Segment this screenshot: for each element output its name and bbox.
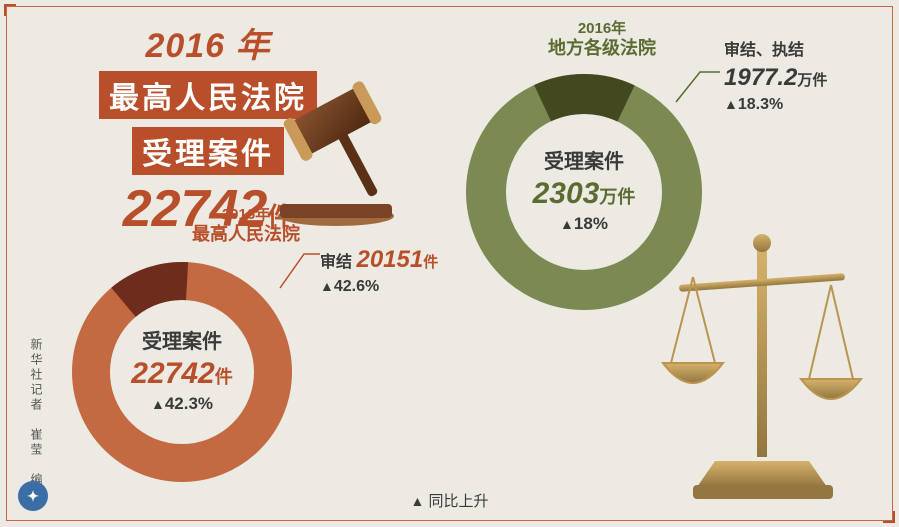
right-center-number: 2303万件 (533, 175, 636, 213)
scales-icon (645, 223, 885, 513)
right-center-label: 受理案件 (533, 150, 636, 175)
legend-arrow: ▲ (410, 493, 424, 509)
right-callout-number: 1977.2万件 (724, 62, 827, 94)
left-donut-title: 2016年 最高人民法院 (192, 206, 300, 246)
credit-text: 新华社记者 崔莹 编制 (28, 338, 45, 503)
left-donut-title-year: 2016年 (192, 206, 300, 224)
left-donut-center: 受理案件 22742件 ▲42.3% (131, 330, 232, 414)
left-center-label: 受理案件 (131, 330, 232, 355)
corner-top-left-v (4, 4, 6, 16)
right-callout-label: 审结、执结 (724, 40, 827, 62)
right-donut-title-year: 2016年 (548, 20, 656, 38)
right-callout-line (676, 72, 736, 112)
left-donut: 受理案件 22742件 ▲42.3% (72, 262, 292, 482)
left-center-number: 22742件 (131, 355, 232, 393)
corner-br-v (893, 511, 895, 523)
right-callout-pct: ▲18.3% (724, 94, 827, 116)
right-center-pct: ▲18% (533, 213, 636, 234)
right-callout: 审结、执结 1977.2万件 ▲18.3% (724, 40, 827, 116)
left-callout-line (280, 254, 340, 294)
legend-text: 同比上升 (429, 493, 489, 510)
legend: ▲ 同比上升 (410, 490, 488, 511)
headline-year: 2016 年 (68, 18, 348, 67)
source-logo: ✦ (18, 481, 48, 511)
right-donut-title-name: 地方各级法院 (548, 38, 656, 60)
right-donut-center: 受理案件 2303万件 ▲18% (533, 150, 636, 234)
left-center-pct: ▲42.3% (131, 393, 232, 414)
left-donut-title-name: 最高人民法院 (192, 224, 300, 246)
right-donut-title: 2016年 地方各级法院 (548, 20, 656, 60)
